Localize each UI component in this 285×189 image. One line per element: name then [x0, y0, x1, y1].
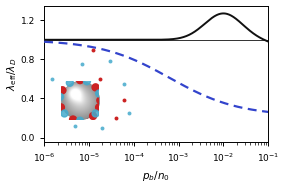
- Point: [127, 112, 132, 115]
- Point: [69, 89, 74, 92]
- Point: [73, 124, 78, 127]
- Point: [122, 82, 126, 85]
- Point: [63, 102, 68, 105]
- Point: [90, 48, 95, 51]
- Point: [50, 77, 54, 80]
- Point: [21, 68, 26, 71]
- Point: [114, 116, 118, 119]
- Point: [85, 115, 89, 118]
- Point: [122, 99, 126, 102]
- Point: [100, 126, 105, 129]
- Point: [108, 60, 113, 63]
- X-axis label: $p_b/n_0$: $p_b/n_0$: [142, 170, 170, 184]
- Point: [98, 77, 103, 80]
- Point: [80, 63, 84, 66]
- Y-axis label: $\lambda_{\mathrm{eff}}/\lambda_D$: $\lambda_{\mathrm{eff}}/\lambda_D$: [5, 57, 19, 91]
